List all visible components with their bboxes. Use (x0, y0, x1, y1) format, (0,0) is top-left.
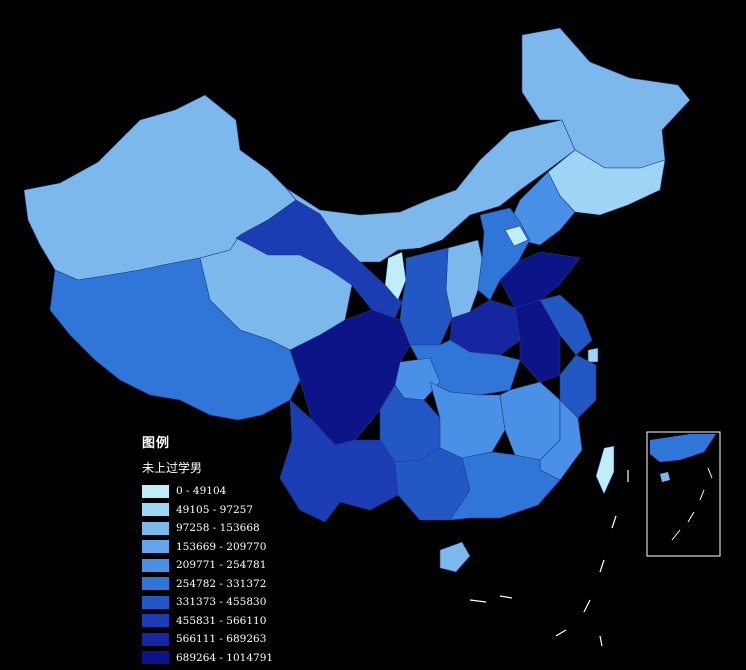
legend-field-name: 未上过学男 (142, 461, 203, 475)
region-guangdong (449, 451, 561, 521)
legend-range-label: 455831 - 566110 (176, 614, 267, 627)
legend-class-row: 331373 - 455830 (142, 593, 273, 612)
legend-swatch (142, 521, 169, 535)
legend-swatch (142, 632, 169, 646)
region-jiangxi (499, 381, 561, 461)
region-anhui (514, 299, 561, 383)
legend-classes: 0 - 49104 49105 - 97257 97258 - 153668 1536… (142, 482, 273, 667)
legend-swatch (142, 540, 169, 554)
legend-title: 图例 (142, 436, 171, 451)
legend-swatch (142, 651, 169, 665)
region-shanghai (587, 347, 599, 363)
region-qinghai (199, 219, 353, 351)
region-liaoning (509, 171, 576, 246)
legend-swatch (142, 595, 169, 609)
legend-range-label: 209771 - 254781 (176, 559, 267, 572)
legend-class-row: 566111 - 689263 (142, 630, 273, 649)
legend-class-row: 455831 - 566110 (142, 612, 273, 631)
legend-range-label: 49105 - 97257 (176, 503, 254, 516)
legend-range-label: 566111 - 689263 (176, 633, 267, 646)
south-china-sea-inset (646, 431, 721, 557)
legend-swatch (142, 484, 169, 498)
legend-range-label: 254782 - 331372 (176, 577, 267, 590)
region-inner-mongolia (285, 119, 576, 263)
legend-class-row: 689264 - 1014791 (142, 649, 273, 668)
legend-range-label: 97258 - 153668 (176, 522, 260, 535)
map-legend: 图例 未上过学男 0 - 49104 49105 - 97257 97258 - 1… (142, 432, 273, 667)
legend-class-row: 49105 - 97257 (142, 501, 273, 520)
legend-range-label: 153669 - 209770 (176, 540, 267, 553)
legend-swatch (142, 614, 169, 628)
legend-swatch (142, 558, 169, 572)
region-ningxia (384, 251, 407, 301)
region-shanxi (445, 239, 483, 319)
legend-swatch (142, 577, 169, 591)
region-taiwan (595, 445, 615, 495)
region-hunan (429, 381, 506, 459)
legend-class-row: 153669 - 209770 (142, 538, 273, 557)
region-hainan (439, 541, 471, 573)
legend-range-label: 331373 - 455830 (176, 596, 267, 609)
legend-class-row: 254782 - 331372 (142, 575, 273, 594)
region-yunnan (279, 399, 399, 523)
nine-dash-marks (469, 470, 629, 647)
region-shaanxi (399, 247, 453, 346)
legend-class-row: 0 - 49104 (142, 482, 273, 501)
legend-class-row: 209771 - 254781 (142, 556, 273, 575)
legend-range-label: 0 - 49104 (176, 485, 227, 498)
legend-range-label: 689264 - 1014791 (176, 651, 274, 664)
region-tibet (49, 257, 301, 421)
region-beijing (504, 225, 529, 247)
legend-swatch (142, 503, 169, 517)
legend-class-row: 97258 - 153668 (142, 519, 273, 538)
